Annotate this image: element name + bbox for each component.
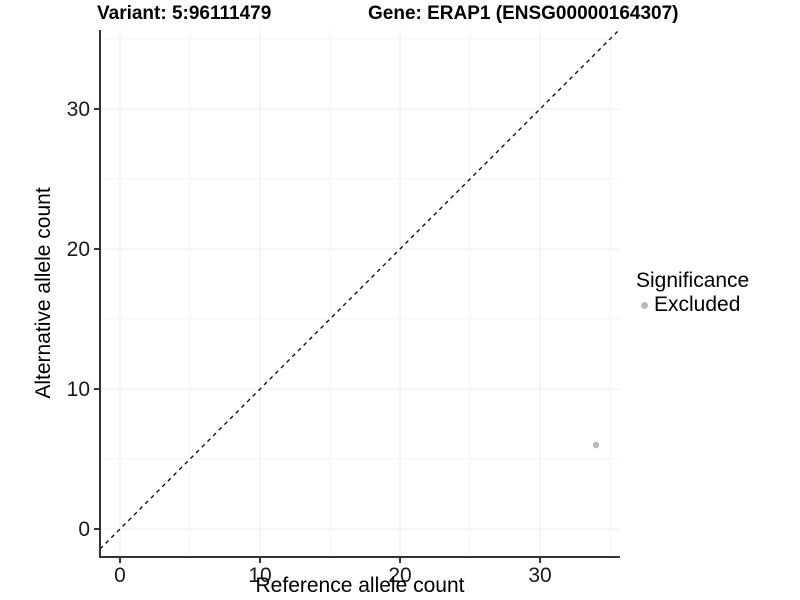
x-tick-label: 10 xyxy=(248,564,271,587)
legend-item-label: Excluded xyxy=(654,293,741,316)
data-layer xyxy=(99,29,620,550)
legend-title: Significance xyxy=(636,269,750,292)
legend: Significance Excluded xyxy=(636,268,749,317)
y-tick-label: 30 xyxy=(67,98,90,121)
data-point xyxy=(592,441,600,449)
x-axis-title: Reference allele count xyxy=(256,574,465,597)
plot-title-gene: Gene: ERAP1 (ENSG00000164307) xyxy=(368,3,679,24)
y-tick-label: 20 xyxy=(67,238,90,261)
x-tick-label: 20 xyxy=(388,564,411,587)
identity-line xyxy=(99,29,620,550)
y-tick-label: 0 xyxy=(78,518,90,541)
x-tick-label: 30 xyxy=(528,564,551,587)
legend-item: Excluded xyxy=(636,293,749,317)
axis-layer: 0 10 20 30 0 10 20 30 xyxy=(67,30,620,587)
x-tick-label: 0 xyxy=(114,564,126,587)
legend-entries: Excluded xyxy=(636,293,749,317)
y-tick-label: 10 xyxy=(67,378,90,401)
grid-layer xyxy=(100,30,620,557)
plot-title-variant: Variant: 5:96111479 xyxy=(97,3,272,24)
legend-key-dot xyxy=(641,301,648,309)
y-axis-title: Alternative allele count xyxy=(32,187,55,398)
